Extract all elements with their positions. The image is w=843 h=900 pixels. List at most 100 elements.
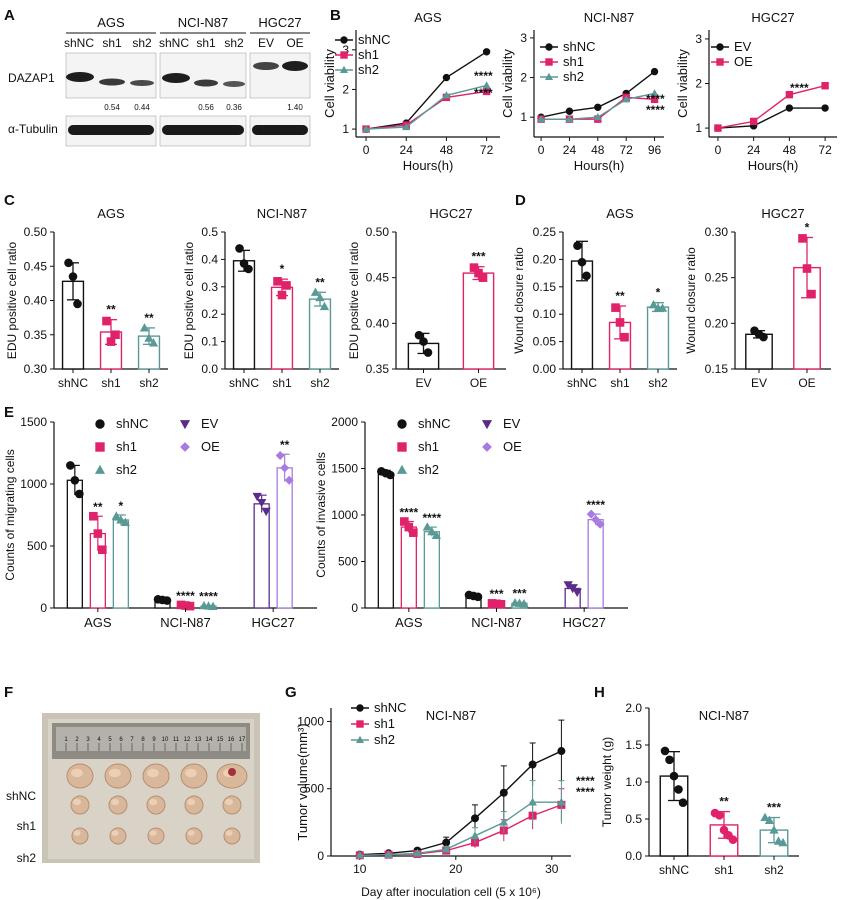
data-point — [669, 771, 679, 781]
legend-marker — [356, 720, 364, 728]
significance-label: **** — [176, 589, 195, 603]
x-tick-label: 48 — [440, 143, 454, 157]
y-tick-label: 0.40 — [366, 316, 390, 330]
data-point — [557, 797, 566, 806]
data-point — [537, 114, 546, 123]
data-point — [361, 124, 371, 133]
y-tick-label: 0.00 — [533, 362, 557, 376]
blot-ratio: 0.54 — [104, 103, 120, 112]
y-tick-label: 0.50 — [366, 225, 390, 239]
data-point — [773, 836, 784, 845]
data-point — [807, 289, 816, 299]
significance-label: * — [656, 286, 661, 300]
x-tick-label: NCI-N87 — [160, 615, 211, 630]
data-point — [310, 287, 321, 296]
data-point — [714, 124, 722, 132]
blot-ratio: 1.40 — [287, 103, 303, 112]
data-point — [528, 760, 537, 769]
tumor-highlight — [111, 830, 119, 836]
significance-label: ** — [93, 500, 103, 514]
tumor — [185, 827, 203, 845]
data-point — [821, 104, 829, 112]
chart-title: AGS — [414, 10, 442, 25]
data-point — [442, 91, 451, 99]
data-point — [650, 67, 659, 76]
x-tick-label: 0 — [363, 143, 370, 157]
data-point — [473, 592, 483, 602]
data-point — [148, 338, 159, 347]
legend-marker — [355, 735, 365, 744]
x-tick-label: 96 — [648, 143, 662, 157]
x-axis-label: Hours(h) — [403, 158, 454, 173]
western-blot: AGS NCI-N87 HGC27 shNC sh1 sh2 shNC sh1 … — [8, 15, 311, 147]
significance-label: *** — [471, 250, 485, 264]
x-tick-label: 72 — [480, 143, 494, 157]
photo-row-label: shNC — [6, 789, 36, 803]
chart-c2: 0.0 0.1 0.2 0.3 0.4 0.5 shNC sh1 * sh2 ** NCI-N87 ED… — [182, 206, 339, 390]
legend-marker — [397, 442, 407, 452]
y-tick-label: 2 — [520, 71, 527, 85]
chart-d1: 0.00 0.05 0.10 0.15 0.20 0.25 shNC sh1 ** sh2 * AGS… — [512, 206, 677, 390]
significance-label: **** — [199, 590, 218, 604]
ruler-number: 16 — [228, 737, 235, 743]
ruler-number: 3 — [86, 737, 90, 743]
legend-label: OE — [201, 439, 220, 454]
tumor-highlight — [187, 830, 195, 836]
significance-label: *** — [489, 587, 503, 601]
x-tick-label: 24 — [400, 143, 414, 157]
chart-title: NCI-N87 — [699, 708, 750, 723]
blot-group-hgc27: HGC27 — [258, 15, 301, 30]
x-axis-label: Hours(h) — [574, 158, 625, 173]
x-tick-label: 24 — [563, 143, 577, 157]
bar-ev — [253, 503, 270, 609]
legend-label: sh2 — [116, 462, 137, 477]
blot-group-n87: NCI-N87 — [178, 15, 229, 30]
x-tick-label: sh2 — [764, 863, 784, 877]
data-point — [386, 470, 395, 480]
x-tick-label: 0 — [715, 143, 722, 157]
x-tick-label: shNC — [567, 376, 597, 390]
data-point — [102, 316, 111, 326]
blot-ratio: 0.44 — [134, 103, 150, 112]
x-tick-label: 30 — [545, 862, 559, 876]
data-point — [261, 507, 271, 517]
y-tick-label: 0.40 — [24, 294, 48, 308]
y-tick-label: 0.0 — [201, 362, 218, 376]
y-tick-label: 2000 — [331, 415, 358, 429]
blot-lane: sh2 — [224, 36, 244, 50]
legend-label: sh2 — [418, 462, 439, 477]
y-axis-label: Tumor weight (g) — [600, 737, 614, 827]
legend-label: shNC — [116, 416, 149, 431]
data-point — [593, 112, 602, 121]
legend-marker — [482, 442, 492, 452]
y-tick-label: 500 — [304, 782, 324, 796]
x-tick-label: EV — [751, 376, 767, 390]
data-point — [648, 300, 659, 309]
y-tick-label: 0.0 — [625, 849, 642, 863]
ruler-number: 6 — [119, 737, 123, 743]
chart-b2: 1 2 3 0 24 48 72 96 NCI-N87 Hours(h) Cell viabilit… — [500, 10, 665, 173]
data-point — [728, 835, 738, 845]
data-point — [315, 292, 325, 302]
tumor-photo: 1 2 3 4 5 6 7 8 9 10 11 12 13 14 15 16 17 shNC sh1 sh2 — [6, 713, 260, 865]
tumor — [71, 827, 89, 845]
y-tick-label: 500 — [27, 539, 47, 553]
y-axis-label: Tumor volume(mm³) — [295, 723, 310, 840]
legend-marker — [339, 65, 349, 74]
legend-label: sh1 — [358, 47, 379, 62]
y-axis-label: Wound closure ratio — [512, 247, 526, 354]
legend-label: sh1 — [563, 54, 584, 69]
tumor-highlight — [225, 830, 233, 836]
data-point — [427, 526, 437, 536]
bar-shnc — [232, 260, 256, 370]
legend-label: shNC — [374, 700, 407, 715]
data-point — [75, 489, 84, 499]
tumor — [109, 827, 127, 845]
data-point — [111, 330, 120, 340]
y-axis-label: EDU positive cell ratio — [182, 241, 196, 359]
panel-label-f: F — [4, 684, 13, 701]
y-tick-label: 1000 — [20, 477, 47, 491]
series-line-ev — [717, 107, 826, 129]
x-tick-label: 72 — [620, 143, 634, 157]
